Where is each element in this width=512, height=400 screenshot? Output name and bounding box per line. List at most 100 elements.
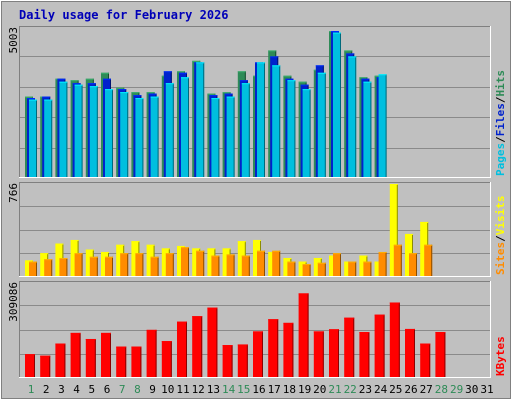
bar-shade bbox=[125, 346, 127, 377]
bar-pages-day-5 bbox=[89, 86, 98, 177]
bar-kbytes-day-6 bbox=[101, 332, 111, 377]
bar-cap bbox=[344, 50, 353, 52]
bar-sites-day-8 bbox=[135, 253, 144, 276]
bar-shade bbox=[385, 74, 387, 177]
bar-cap bbox=[348, 261, 357, 263]
bar-cap bbox=[179, 72, 187, 74]
bar-cap bbox=[101, 332, 111, 334]
bar-cap bbox=[70, 239, 79, 241]
x-tick-label: 22 bbox=[344, 383, 357, 396]
bar-sites-day-12 bbox=[196, 250, 205, 276]
bar-sites-day-26 bbox=[409, 253, 417, 276]
bar-cap bbox=[72, 83, 81, 85]
bar-shade bbox=[396, 184, 398, 276]
legend-part-2: Files bbox=[494, 103, 507, 136]
bar-cap bbox=[44, 259, 53, 261]
bar-sites-day-16 bbox=[257, 250, 265, 276]
bar-kbytes-day-26 bbox=[405, 328, 415, 377]
bar-sites-day-19 bbox=[302, 263, 311, 276]
bar-shade bbox=[218, 255, 220, 276]
bar-cap bbox=[348, 56, 357, 58]
bar-cap bbox=[207, 248, 216, 250]
bar-cap bbox=[424, 244, 433, 246]
bar-cap bbox=[239, 80, 248, 82]
bar-shade bbox=[292, 322, 294, 377]
bar-cap bbox=[257, 62, 265, 64]
bar-sites-day-23 bbox=[363, 261, 372, 276]
bar-pages-day-4 bbox=[74, 84, 83, 177]
x-tick-label: 23 bbox=[359, 383, 372, 396]
bar-cap bbox=[70, 80, 79, 82]
bar-cap bbox=[161, 341, 172, 343]
x-tick-label: 6 bbox=[104, 383, 111, 396]
top-ymax-label: 5003 bbox=[7, 27, 20, 54]
x-tick-label: 29 bbox=[450, 383, 463, 396]
bar-pages-day-1 bbox=[29, 99, 37, 177]
bar-shade bbox=[66, 257, 68, 276]
bar-cap bbox=[409, 253, 417, 255]
bar-shade bbox=[79, 332, 81, 377]
bar-sites-day-4 bbox=[74, 253, 83, 276]
legend-part-2: Visits bbox=[494, 196, 507, 236]
bar-shade bbox=[400, 244, 402, 276]
bar-sites-day-10 bbox=[165, 253, 174, 276]
bar-shade bbox=[188, 247, 189, 276]
bar-shade bbox=[368, 331, 370, 377]
x-tick-label: 12 bbox=[192, 383, 205, 396]
bar-cap bbox=[131, 346, 142, 348]
bar-kbytes-day-4 bbox=[70, 332, 81, 377]
bar-shade bbox=[49, 355, 51, 377]
bar-cap bbox=[146, 92, 155, 94]
bar-shade bbox=[385, 251, 387, 276]
legend-part-0: Sites bbox=[494, 242, 507, 275]
bar-sites-day-18 bbox=[287, 261, 296, 276]
bar-shade bbox=[279, 250, 281, 276]
bar-cap bbox=[105, 89, 113, 91]
bar-cap bbox=[268, 319, 279, 321]
bar-shade bbox=[383, 314, 385, 377]
bar-cap bbox=[317, 72, 326, 74]
legend-part-0: Pages bbox=[494, 143, 507, 176]
bar-cap bbox=[222, 345, 233, 347]
bar-cap bbox=[302, 263, 311, 265]
bar-shade bbox=[127, 253, 129, 276]
bar-cap bbox=[287, 80, 296, 82]
x-tick-label: 25 bbox=[389, 383, 402, 396]
bar-cap bbox=[283, 322, 294, 324]
bar-cap bbox=[85, 338, 96, 340]
bar-cap bbox=[55, 343, 66, 345]
bar-cap bbox=[435, 331, 446, 333]
bar-sites-day-20 bbox=[317, 262, 326, 276]
bar-kbytes-day-15 bbox=[237, 344, 248, 377]
bar-shade bbox=[324, 72, 326, 177]
bar-cap bbox=[120, 253, 129, 255]
bar-pages-day-9 bbox=[150, 96, 159, 177]
bar-shade bbox=[277, 319, 279, 377]
bar-cap bbox=[196, 250, 205, 252]
bar-sites-day-5 bbox=[89, 256, 98, 276]
bar-shade bbox=[233, 254, 235, 276]
bar-cap bbox=[148, 93, 157, 95]
bar-cap bbox=[211, 98, 220, 100]
bar-sites-day-24 bbox=[378, 251, 387, 276]
x-tick-label: 8 bbox=[134, 383, 141, 396]
bar-shade bbox=[355, 261, 357, 276]
bar-cap bbox=[329, 329, 339, 331]
kbytes-panel bbox=[19, 281, 491, 378]
bar-shade bbox=[216, 307, 218, 377]
bar-cap bbox=[253, 331, 263, 333]
bar-cap bbox=[40, 355, 51, 357]
bar-shade bbox=[81, 84, 83, 177]
x-tick-label: 3 bbox=[58, 383, 65, 396]
x-tick-label: 10 bbox=[161, 383, 174, 396]
bar-kbytes-day-7 bbox=[116, 346, 127, 377]
bar-cap bbox=[346, 53, 355, 55]
bar-cap bbox=[363, 261, 372, 263]
bar-kbytes-day-21 bbox=[329, 329, 339, 377]
bar-cap bbox=[55, 243, 64, 245]
bar-cap bbox=[359, 331, 370, 333]
bar-shade bbox=[170, 341, 172, 377]
bar-shade bbox=[370, 261, 372, 276]
bar-cap bbox=[135, 253, 144, 255]
bar-pages-day-19 bbox=[302, 89, 311, 177]
